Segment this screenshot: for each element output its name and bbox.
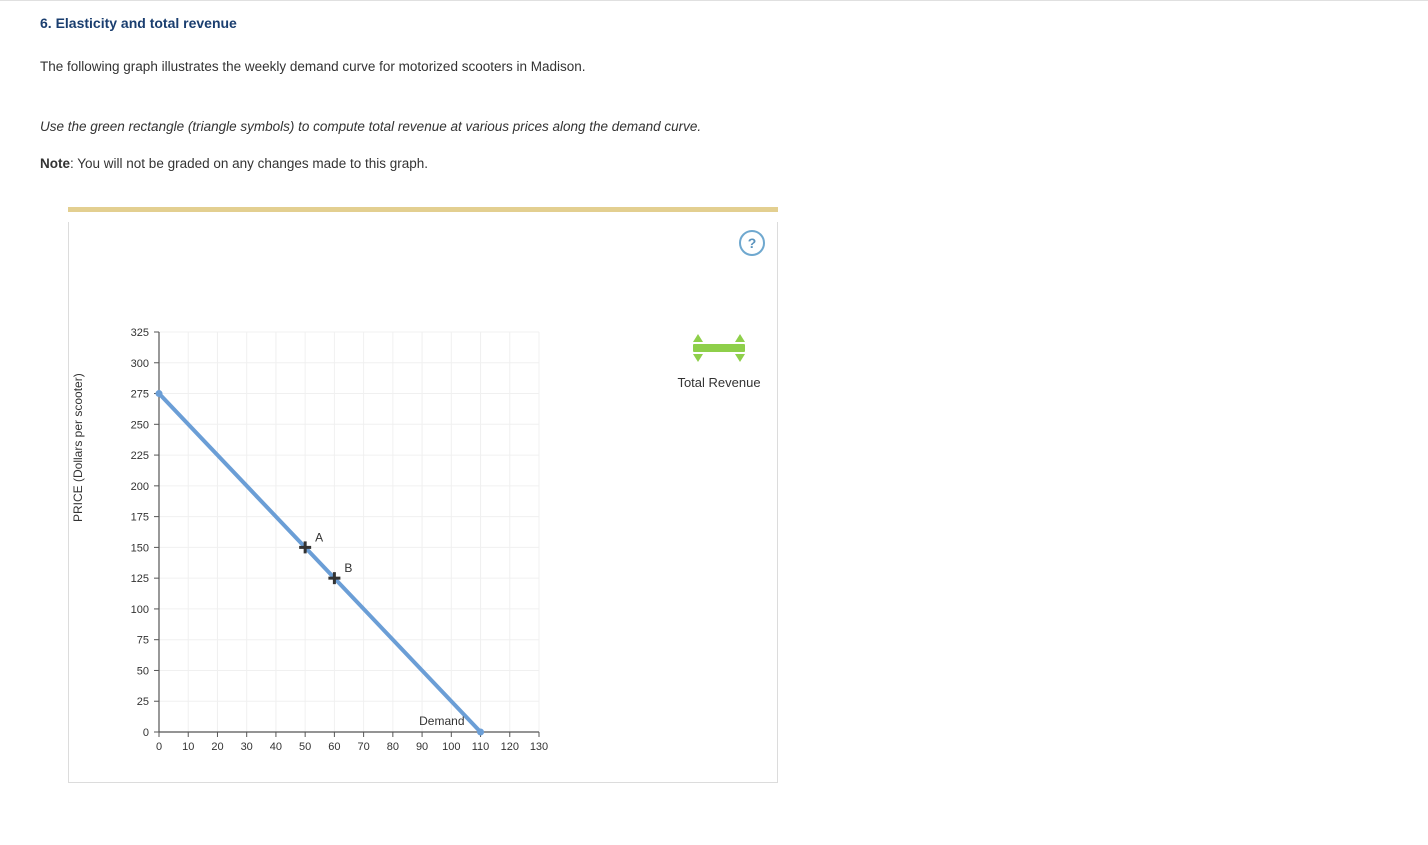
- svg-text:150: 150: [131, 542, 149, 554]
- svg-text:30: 30: [241, 741, 253, 753]
- instruction-text: Use the green rectangle (triangle symbol…: [40, 117, 1428, 137]
- svg-text:50: 50: [299, 741, 311, 753]
- svg-text:200: 200: [131, 480, 149, 492]
- svg-text:100: 100: [442, 741, 460, 753]
- svg-text:B: B: [344, 561, 352, 575]
- svg-text:40: 40: [270, 741, 282, 753]
- svg-text:275: 275: [131, 388, 149, 400]
- svg-text:20: 20: [211, 741, 223, 753]
- svg-text:325: 325: [131, 327, 149, 339]
- y-axis-label: PRICE (Dollars per scooter): [71, 373, 85, 522]
- svg-text:250: 250: [131, 419, 149, 431]
- question-heading: 6. Elasticity and total revenue: [40, 15, 1428, 31]
- note-label: Note: [40, 156, 70, 171]
- chart-container[interactable]: PRICE (Dollars per scooter) 010203040506…: [89, 322, 609, 783]
- svg-text:100: 100: [131, 603, 149, 615]
- svg-text:175: 175: [131, 511, 149, 523]
- svg-text:80: 80: [387, 741, 399, 753]
- svg-text:25: 25: [137, 696, 149, 708]
- svg-text:70: 70: [357, 741, 369, 753]
- graph-panel: ? PRICE (Dollars per scooter) 0 10 20 30 40 5…: [68, 222, 778, 783]
- svg-text:120: 120: [501, 741, 519, 753]
- graph-card: ? PRICE (Dollars per scooter) 0 10 20 30 40 5…: [68, 207, 778, 783]
- svg-text:90: 90: [416, 741, 428, 753]
- help-icon[interactable]: ?: [739, 230, 765, 256]
- legend-label: Total Revenue: [649, 375, 778, 390]
- svg-text:0: 0: [143, 727, 149, 739]
- svg-text:60: 60: [328, 741, 340, 753]
- note-body: : You will not be graded on any changes …: [70, 156, 428, 171]
- svg-text:130: 130: [530, 741, 548, 753]
- svg-text:A: A: [315, 530, 323, 544]
- intro-text: The following graph illustrates the week…: [40, 57, 1428, 77]
- svg-text:110: 110: [472, 741, 490, 753]
- legend-symbol[interactable]: [679, 332, 759, 362]
- svg-text:225: 225: [131, 450, 149, 462]
- svg-text:0: 0: [156, 741, 162, 753]
- svg-text:125: 125: [131, 573, 149, 585]
- legend[interactable]: Total Revenue: [649, 332, 778, 390]
- note-text: Note: You will not be graded on any chan…: [40, 156, 1428, 171]
- svg-text:Demand: Demand: [419, 714, 464, 728]
- question-page: 6. Elasticity and total revenue The foll…: [0, 0, 1428, 783]
- svg-text:10: 10: [182, 741, 194, 753]
- chart-svg[interactable]: 0 10 20 30 40 50 60 70 80 90 100 110 120 130 0 25 50 75 10…: [89, 322, 609, 782]
- help-icon-glyph: ?: [748, 235, 757, 251]
- svg-text:300: 300: [131, 357, 149, 369]
- svg-text:50: 50: [137, 665, 149, 677]
- svg-text:75: 75: [137, 634, 149, 646]
